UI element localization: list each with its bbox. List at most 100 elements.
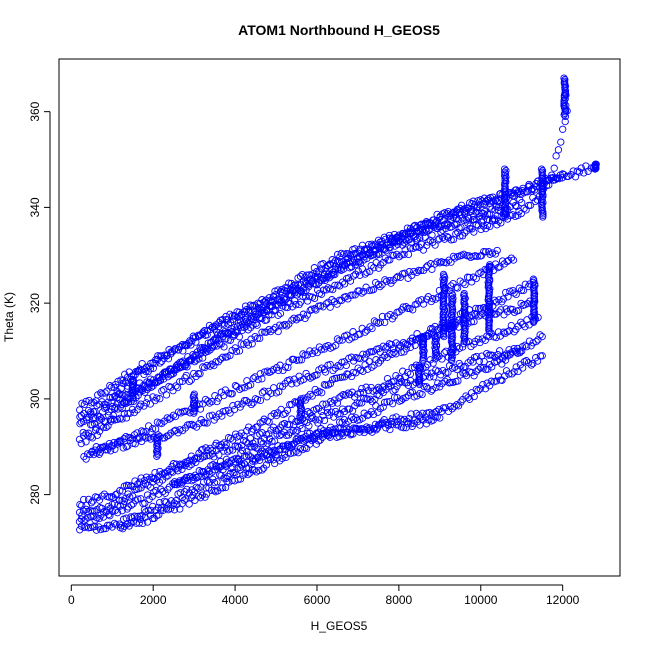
data-point xyxy=(423,241,431,250)
data-point xyxy=(270,307,278,315)
data-point xyxy=(438,319,446,327)
data-point xyxy=(592,160,600,168)
y-tick-label: 320 xyxy=(28,293,42,313)
data-point xyxy=(559,170,567,178)
data-point xyxy=(460,340,468,348)
data-point xyxy=(106,447,115,455)
data-point xyxy=(561,76,569,84)
data-point xyxy=(368,428,376,436)
data-point xyxy=(368,363,376,371)
data-point xyxy=(413,268,421,277)
data-point xyxy=(288,316,296,324)
data-point xyxy=(296,400,304,408)
data-point xyxy=(147,506,155,515)
data-point xyxy=(338,405,347,413)
data-point xyxy=(195,419,203,428)
data-point xyxy=(158,387,166,395)
data-point xyxy=(489,351,497,360)
data-point xyxy=(304,372,312,381)
data-point xyxy=(105,439,114,448)
data-point xyxy=(303,297,312,305)
data-point xyxy=(284,363,292,372)
data-point xyxy=(201,363,209,372)
data-point xyxy=(127,372,136,380)
data-point xyxy=(162,473,170,481)
data-point xyxy=(163,414,171,422)
data-point xyxy=(171,345,179,353)
data-point xyxy=(322,264,330,272)
data-point xyxy=(395,253,403,261)
data-point xyxy=(485,382,494,390)
data-point xyxy=(116,487,124,495)
data-point xyxy=(394,240,402,249)
data-point xyxy=(340,416,349,424)
data-point xyxy=(399,338,408,347)
data-point xyxy=(204,347,212,356)
data-point xyxy=(228,390,236,398)
data-point xyxy=(206,470,214,478)
data-point xyxy=(404,304,412,313)
data-point xyxy=(248,443,256,451)
data-point xyxy=(218,412,226,420)
data-point xyxy=(212,463,220,471)
data-point xyxy=(492,298,501,306)
data-point xyxy=(397,251,405,259)
data-point xyxy=(472,304,480,313)
data-point xyxy=(103,521,112,530)
data-point xyxy=(239,471,247,479)
data-point xyxy=(149,393,157,401)
data-point xyxy=(219,353,227,361)
data-point xyxy=(185,356,193,365)
data-point xyxy=(306,293,314,301)
data-point xyxy=(200,327,209,335)
data-point xyxy=(157,485,165,493)
data-point xyxy=(375,344,383,353)
data-point xyxy=(181,407,189,415)
data-point xyxy=(358,289,366,297)
data-point xyxy=(527,361,535,369)
data-point xyxy=(427,260,435,268)
data-point xyxy=(120,500,128,509)
data-point xyxy=(149,364,157,372)
data-point xyxy=(436,414,444,422)
data-point xyxy=(275,388,283,396)
data-point xyxy=(160,469,168,478)
data-point xyxy=(305,422,313,430)
data-point xyxy=(386,240,394,249)
data-point xyxy=(381,318,389,327)
data-point xyxy=(492,377,500,385)
data-point xyxy=(293,356,301,364)
data-point xyxy=(518,347,526,355)
data-point xyxy=(171,480,180,489)
data-point xyxy=(76,420,84,428)
data-point xyxy=(146,365,155,373)
data-point xyxy=(170,427,178,435)
data-point xyxy=(160,434,169,442)
data-point xyxy=(292,379,301,387)
data-point xyxy=(429,216,437,224)
data-point xyxy=(258,296,266,304)
data-point xyxy=(486,261,494,269)
data-point xyxy=(187,460,196,469)
data-point xyxy=(246,324,255,332)
data-point xyxy=(363,395,372,403)
data-point xyxy=(108,398,116,406)
data-point xyxy=(415,266,423,275)
data-point xyxy=(254,445,262,453)
data-point xyxy=(420,382,428,391)
data-point xyxy=(469,197,477,205)
data-point xyxy=(366,323,374,331)
data-point xyxy=(244,326,252,334)
data-point xyxy=(242,452,250,461)
data-point xyxy=(501,168,509,176)
data-point xyxy=(197,472,205,481)
data-point xyxy=(554,146,563,154)
data-point xyxy=(454,228,462,237)
data-point xyxy=(369,387,377,395)
data-point xyxy=(105,408,113,416)
data-point xyxy=(431,337,440,346)
data-point xyxy=(210,325,219,333)
data-point xyxy=(119,379,127,388)
data-point xyxy=(557,138,565,146)
data-point xyxy=(452,230,460,238)
